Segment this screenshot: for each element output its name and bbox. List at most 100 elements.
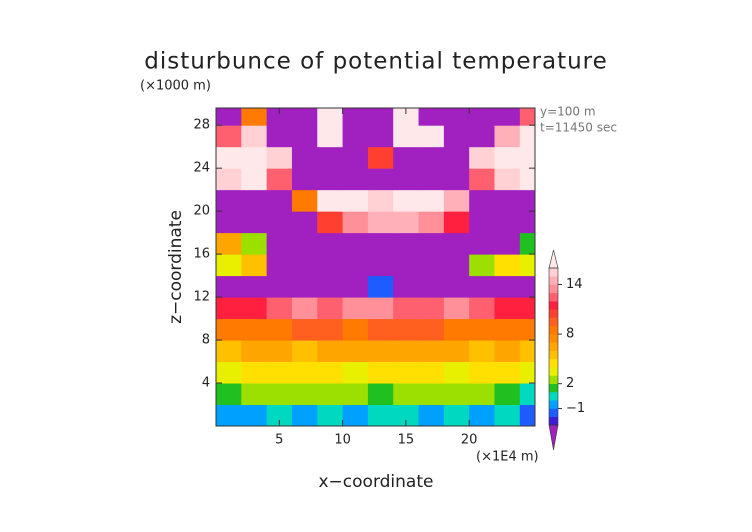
- colorbar-segment: [549, 268, 558, 277]
- cell: [367, 146, 394, 169]
- cell: [443, 189, 470, 212]
- cell: [266, 125, 293, 148]
- cell: [418, 254, 445, 277]
- cell: [291, 168, 318, 191]
- cell: [216, 232, 242, 255]
- cell: [291, 232, 318, 255]
- cell: [367, 361, 394, 384]
- cell: [216, 404, 242, 426]
- cell: [216, 189, 242, 212]
- cell: [342, 297, 369, 320]
- cell: [519, 211, 535, 234]
- colorbar-segment: [549, 342, 558, 351]
- y-tick-label: 12: [193, 290, 210, 305]
- cell: [494, 125, 521, 148]
- cell: [291, 189, 318, 212]
- cell: [317, 125, 344, 148]
- cell: [519, 189, 535, 212]
- cell: [469, 168, 495, 191]
- cell: [241, 275, 268, 298]
- cell: [519, 232, 535, 255]
- cell: [443, 168, 470, 191]
- cell: [367, 383, 394, 406]
- cell: [418, 340, 445, 363]
- cell: [342, 404, 369, 426]
- cell: [418, 146, 445, 169]
- colorbar-segment: [549, 358, 558, 368]
- cell: [418, 318, 445, 341]
- cell: [317, 297, 344, 320]
- cell: [342, 340, 369, 363]
- cell: [241, 232, 268, 255]
- colorbar-segment: [549, 334, 558, 343]
- cell: [291, 125, 318, 148]
- cell: [494, 232, 521, 255]
- colorbar-tick-label: −1: [566, 401, 585, 416]
- colorbar-segment: [549, 367, 558, 376]
- y-tick-label: 16: [193, 247, 210, 262]
- cell: [367, 404, 394, 426]
- cell: [469, 254, 495, 277]
- colorbar-under: [548, 424, 559, 451]
- cell: [443, 232, 470, 255]
- cell: [317, 318, 344, 341]
- cell: [494, 340, 521, 363]
- cell: [469, 275, 495, 298]
- colorbar-segment: [549, 301, 558, 310]
- cell: [342, 146, 369, 169]
- cell: [367, 340, 394, 363]
- cell: [266, 383, 293, 406]
- cell: [519, 361, 535, 384]
- cell: [241, 254, 268, 277]
- cell: [418, 275, 445, 298]
- cell: [317, 232, 344, 255]
- cell: [342, 108, 369, 126]
- cell: [494, 189, 521, 212]
- cell: [494, 383, 521, 406]
- cell: [494, 404, 521, 426]
- cell: [216, 146, 242, 169]
- cell: [216, 168, 242, 191]
- cell: [494, 318, 521, 341]
- cell: [418, 361, 445, 384]
- cell: [317, 189, 344, 212]
- cell: [393, 168, 420, 191]
- cell: [342, 383, 369, 406]
- cell: [418, 108, 445, 126]
- cell: [519, 340, 535, 363]
- cell: [418, 232, 445, 255]
- cell: [519, 146, 535, 169]
- colorbar-segment: [549, 350, 558, 360]
- cell: [418, 125, 445, 148]
- cell: [393, 275, 420, 298]
- cell: [291, 404, 318, 426]
- cell: [216, 318, 242, 341]
- cell: [443, 254, 470, 277]
- cell: [443, 146, 470, 169]
- y-tick-label: 20: [193, 204, 210, 219]
- y-tick-label: 8: [202, 333, 210, 348]
- cell: [266, 232, 293, 255]
- cell: [266, 254, 293, 277]
- cell: [519, 318, 535, 341]
- cell: [443, 404, 470, 426]
- cell: [469, 297, 495, 320]
- chart-title: disturbunce of potential temperature: [144, 49, 608, 75]
- field: [216, 108, 535, 426]
- cell: [317, 404, 344, 426]
- cell: [216, 275, 242, 298]
- cell: [216, 361, 242, 384]
- cell: [393, 211, 420, 234]
- cell: [519, 168, 535, 191]
- cell: [393, 125, 420, 148]
- colorbar-segment: [549, 391, 558, 401]
- cell: [367, 211, 394, 234]
- cell: [443, 361, 470, 384]
- colorbar-segment: [549, 408, 558, 418]
- cell: [367, 318, 394, 341]
- cell: [266, 168, 293, 191]
- cell: [342, 211, 369, 234]
- cell: [241, 168, 268, 191]
- cell: [317, 146, 344, 169]
